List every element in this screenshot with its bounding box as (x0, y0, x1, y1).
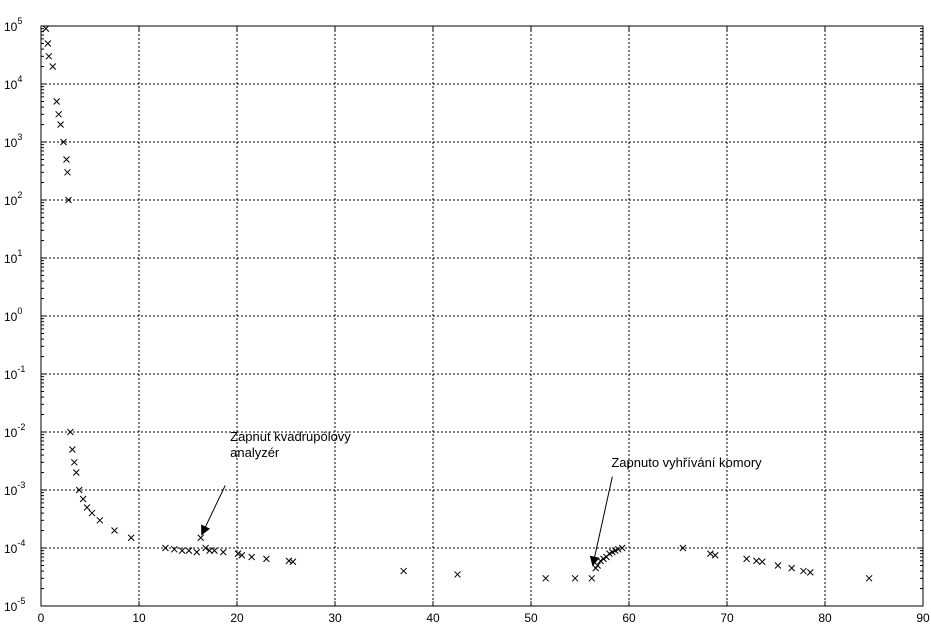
annotation-label: Zapnut kvadrupólový analyzér (230, 429, 351, 460)
data-point (753, 557, 760, 565)
grid-lines (41, 26, 923, 606)
data-point (60, 138, 67, 146)
data-points (42, 25, 873, 582)
data-point (571, 574, 579, 582)
data-point (289, 558, 297, 566)
data-point (234, 550, 242, 557)
x-tick-label: 70 (720, 611, 734, 625)
annotation-arrow (589, 476, 613, 567)
x-tick-label: 20 (230, 611, 244, 625)
data-point (711, 551, 719, 559)
data-point (44, 40, 52, 47)
data-point (193, 548, 201, 556)
data-point (57, 121, 64, 128)
data-point (758, 558, 766, 566)
data-point (263, 555, 270, 563)
data-point (170, 545, 178, 553)
data-point (53, 98, 61, 105)
data-point (588, 574, 596, 582)
data-point (788, 564, 796, 572)
data-point (679, 544, 687, 552)
data-point (65, 196, 72, 204)
data-point (248, 553, 256, 561)
data-point (111, 527, 118, 534)
x-axis: 0 10 20 30 40 50 60 70 80 90 (38, 26, 930, 625)
annotations: Zapnut kvadrupólový analyzér Zapnuto vyhří… (201, 429, 762, 567)
data-point (70, 458, 78, 466)
data-point (197, 534, 205, 542)
data-point (96, 516, 104, 524)
data-point (238, 551, 246, 559)
annotation-label: Zapnuto vyhřívání komory (611, 455, 762, 470)
data-point (400, 567, 407, 575)
data-point (49, 63, 57, 70)
data-point (206, 547, 213, 555)
data-point (63, 156, 70, 163)
x-tick-label: 40 (426, 611, 440, 625)
data-point (67, 428, 74, 436)
y-tick-label: 10-4 (4, 538, 25, 556)
y-tick-label: 103 (4, 132, 22, 150)
x-tick-label: 50 (524, 611, 538, 625)
data-point (618, 544, 626, 552)
data-point (800, 567, 807, 575)
x-tick-label: 80 (818, 611, 832, 625)
y-tick-label: 10-3 (4, 480, 25, 498)
data-point (806, 569, 814, 576)
data-point (706, 550, 714, 557)
data-point (542, 574, 550, 582)
data-point (88, 509, 96, 517)
y-tick-label: 102 (4, 190, 22, 208)
data-point (178, 547, 186, 555)
data-point (75, 486, 83, 494)
data-point (614, 545, 622, 553)
data-point (79, 495, 87, 503)
x-tick-label: 0 (38, 611, 45, 625)
data-point (69, 446, 76, 453)
data-point (64, 168, 71, 176)
data-point (865, 574, 873, 582)
data-point (42, 25, 50, 33)
data-point (162, 544, 169, 552)
data-point (127, 534, 135, 542)
data-point (743, 555, 750, 563)
data-point (219, 548, 227, 556)
data-point (83, 504, 91, 511)
data-point (45, 52, 53, 60)
x-tick-label: 60 (622, 611, 636, 625)
x-tick-label: 30 (328, 611, 342, 625)
data-point (454, 571, 461, 578)
data-point (55, 110, 62, 118)
y-tick-label: 10-2 (4, 422, 25, 440)
data-point (202, 544, 209, 552)
y-tick-label: 100 (4, 306, 22, 324)
y-tick-label: 104 (4, 74, 22, 92)
data-point (72, 469, 80, 476)
y-tick-label: 10-1 (4, 364, 25, 382)
data-point (185, 547, 193, 555)
data-point (211, 547, 218, 555)
y-tick-label: 101 (4, 248, 22, 266)
x-tick-label: 90 (916, 611, 930, 625)
data-point (600, 555, 607, 563)
y-tick-label: 105 (4, 16, 22, 34)
data-point (285, 557, 293, 565)
y-tick-label: 10-5 (4, 596, 25, 614)
data-point (774, 562, 782, 569)
annotation-arrow (201, 485, 226, 536)
x-tick-label: 10 (132, 611, 146, 625)
